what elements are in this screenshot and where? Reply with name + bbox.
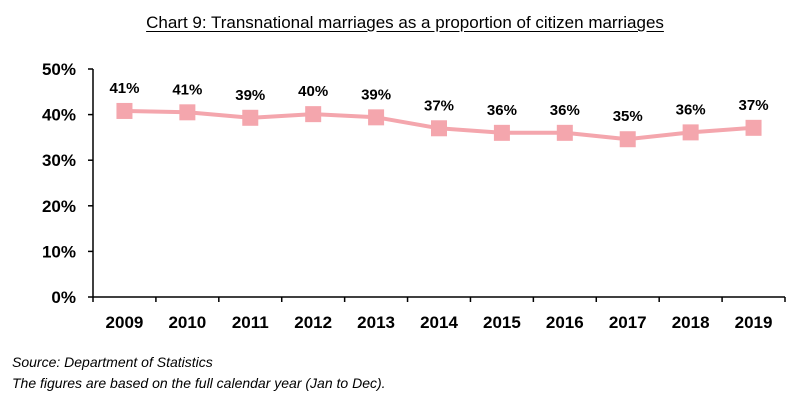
data-label: 37% — [424, 97, 454, 114]
data-point-marker — [556, 124, 573, 141]
y-tick-label: 40% — [42, 106, 76, 125]
chart-notes: Source: Department of Statistics The fig… — [12, 352, 386, 394]
data-point-marker — [368, 109, 385, 126]
y-tick-label: 50% — [42, 60, 76, 79]
x-tick-label: 2014 — [420, 313, 458, 332]
calendar-footnote: The figures are based on the full calend… — [12, 375, 386, 391]
data-label: 39% — [235, 87, 265, 104]
data-label: 36% — [550, 102, 580, 119]
chart-series — [116, 102, 762, 148]
x-tick-label: 2015 — [483, 313, 521, 332]
data-label: 40% — [298, 83, 328, 100]
data-label: 36% — [676, 101, 706, 118]
y-tick-label: 0% — [51, 288, 76, 307]
source-note: Source: Department of Statistics — [12, 354, 213, 370]
data-point-marker — [745, 119, 762, 136]
x-tick-label: 2018 — [672, 313, 710, 332]
x-tick-label: 2012 — [294, 313, 332, 332]
data-label: 37% — [739, 97, 769, 114]
data-point-marker — [179, 104, 196, 121]
data-point-marker — [116, 102, 133, 119]
chart-labels: 41% 41% 39% 40% 39% 37% 36% 36% 35% 36% 37% — [109, 80, 768, 125]
x-tick-label: 2009 — [106, 313, 144, 332]
chart-title: Chart 9: Transnational marriages as a pr… — [0, 13, 810, 33]
data-label: 39% — [361, 86, 391, 103]
data-label: 36% — [487, 102, 517, 119]
data-label: 35% — [613, 108, 643, 125]
data-label: 41% — [109, 80, 139, 97]
chart-axes: 0% 10% 20% 30% 40% 50% 2009 2010 2011 2012 2013 201… — [42, 60, 786, 332]
y-tick-label: 20% — [42, 197, 76, 216]
x-tick-label: 2013 — [357, 313, 395, 332]
data-point-marker — [431, 120, 447, 137]
data-point-marker — [305, 106, 322, 123]
x-tick-label: 2016 — [546, 313, 584, 332]
chart-title-text: Chart 9: Transnational marriages as a pr… — [146, 13, 664, 32]
y-tick-label: 30% — [42, 151, 76, 170]
x-tick-label: 2010 — [168, 313, 206, 332]
data-point-marker — [619, 131, 636, 148]
data-point-marker — [682, 124, 699, 141]
y-tick-label: 10% — [42, 242, 76, 261]
x-tick-label: 2011 — [232, 313, 269, 332]
data-point-marker — [493, 124, 510, 141]
data-point-marker — [242, 109, 259, 126]
x-tick-label: 2017 — [609, 313, 647, 332]
x-tick-label: 2019 — [735, 313, 773, 332]
data-label: 41% — [172, 81, 202, 98]
